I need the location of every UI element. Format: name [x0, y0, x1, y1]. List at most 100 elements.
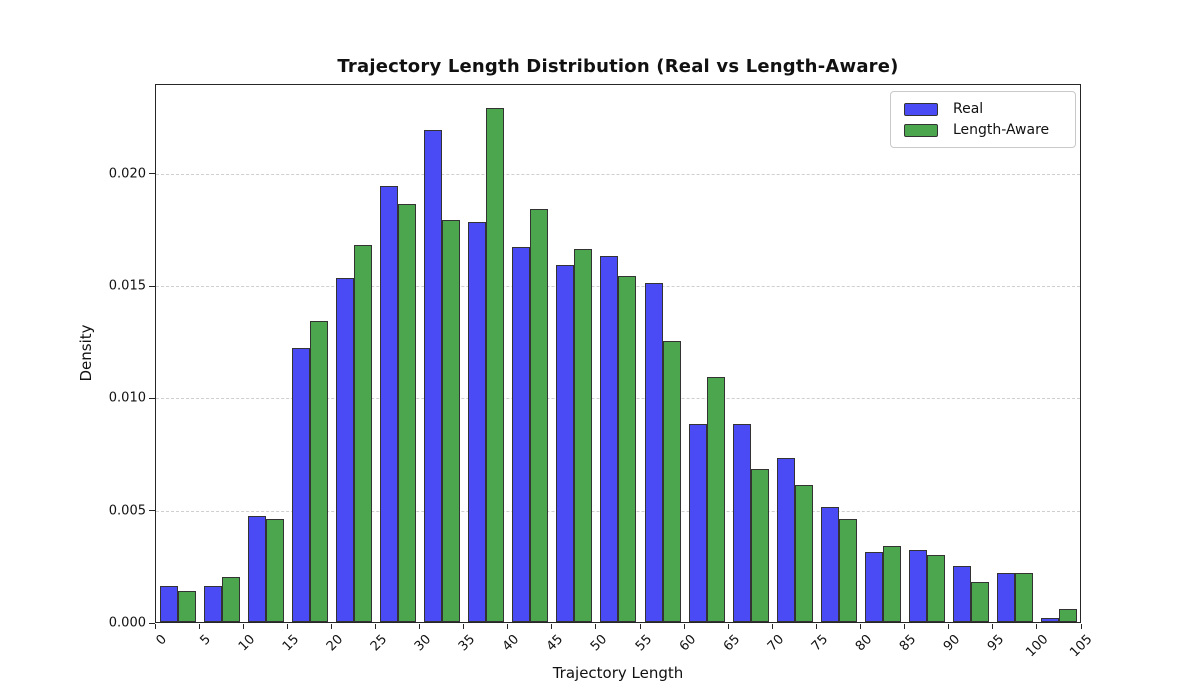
- x-tick-label: 35: [455, 632, 479, 655]
- x-tick-label: 100: [1023, 632, 1052, 661]
- bar-real-75-80: [820, 507, 839, 622]
- y-tick-label: 0.020: [108, 166, 146, 182]
- legend: Real Length-Aware: [890, 91, 1076, 148]
- x-tick-mark: [286, 624, 288, 629]
- bar-length-aware-15-20: [309, 321, 328, 622]
- x-tick-label: 30: [411, 632, 435, 655]
- bar-length-aware-100-105: [1059, 608, 1078, 622]
- x-tick-mark: [727, 624, 729, 629]
- bar-real-65-70: [732, 424, 751, 622]
- bar-length-aware-90-95: [971, 581, 990, 622]
- x-tick-mark: [1036, 624, 1038, 629]
- x-tick-mark: [551, 624, 553, 629]
- x-tick-label: 75: [808, 632, 832, 655]
- bar-length-aware-20-25: [353, 244, 372, 622]
- y-tick-mark: [149, 622, 155, 624]
- y-tick-label: 0.000: [108, 615, 146, 631]
- x-tick-label: 105: [1067, 632, 1096, 661]
- x-tick-mark: [948, 624, 950, 629]
- x-tick-label: 95: [985, 632, 1008, 655]
- bar-real-90-95: [953, 565, 972, 622]
- bar-real-70-75: [776, 458, 795, 622]
- x-tick-label: 90: [941, 632, 964, 655]
- bar-length-aware-40-45: [530, 208, 549, 622]
- x-tick-label: 15: [279, 632, 302, 655]
- bar-real-25-30: [379, 186, 398, 622]
- bar-real-40-45: [512, 246, 531, 622]
- y-tick-mark: [149, 285, 155, 287]
- x-tick-mark: [242, 624, 244, 629]
- bar-length-aware-65-70: [750, 469, 769, 622]
- bar-length-aware-50-55: [618, 276, 637, 622]
- bar-length-aware-45-50: [574, 249, 593, 622]
- bar-length-aware-95-100: [1015, 572, 1034, 622]
- x-tick-mark: [198, 624, 200, 629]
- bar-real-35-40: [468, 222, 487, 622]
- x-tick-mark: [374, 624, 376, 629]
- x-tick-mark: [860, 624, 862, 629]
- bar-real-15-20: [291, 348, 310, 622]
- x-tick-label: 50: [588, 632, 611, 655]
- gridline: [156, 173, 1080, 175]
- bar-length-aware-85-90: [927, 554, 946, 622]
- bar-real-10-15: [247, 516, 266, 622]
- x-tick-mark: [419, 624, 421, 629]
- bar-real-0-5: [159, 586, 178, 622]
- x-tick-mark: [463, 624, 465, 629]
- y-tick-label: 0.015: [108, 278, 146, 294]
- legend-label: Real: [953, 101, 984, 117]
- x-tick-mark: [771, 624, 773, 629]
- plot-area: [155, 84, 1081, 623]
- x-tick-mark: [683, 624, 685, 629]
- x-tick-mark: [815, 624, 817, 629]
- bar-real-20-25: [335, 278, 354, 622]
- x-tick-mark: [595, 624, 597, 629]
- x-tick-label: 55: [632, 632, 655, 655]
- bar-real-5-10: [203, 586, 222, 622]
- bar-length-aware-60-65: [706, 377, 725, 622]
- x-tick-label: 60: [676, 632, 699, 655]
- bar-length-aware-55-60: [662, 341, 681, 622]
- y-tick-label: 0.005: [108, 503, 146, 519]
- bar-length-aware-10-15: [265, 518, 284, 622]
- bar-real-100-105: [1041, 617, 1060, 622]
- x-tick-label: 65: [720, 632, 743, 655]
- legend-item-real: Real: [891, 101, 1075, 117]
- x-tick-label: 80: [852, 632, 876, 655]
- x-axis-label: Trajectory Length: [552, 664, 684, 682]
- x-tick-mark: [330, 624, 332, 629]
- y-axis-label: Density: [77, 324, 95, 382]
- bar-real-95-100: [997, 572, 1016, 622]
- bar-length-aware-35-40: [486, 107, 505, 622]
- legend-label: Length-Aware: [953, 122, 1050, 138]
- bar-real-60-65: [688, 424, 707, 622]
- x-tick-label: 25: [367, 632, 391, 655]
- y-tick-mark: [149, 397, 155, 399]
- bar-length-aware-5-10: [221, 577, 240, 622]
- legend-swatch-length-aware: [904, 123, 938, 137]
- x-tick-label: 70: [764, 632, 787, 655]
- x-tick-mark: [507, 624, 509, 629]
- bar-length-aware-80-85: [883, 545, 902, 622]
- x-tick-label: 45: [544, 632, 567, 655]
- bar-length-aware-70-75: [794, 485, 813, 622]
- chart-title: Trajectory Length Distribution (Real vs …: [337, 56, 899, 77]
- x-tick-mark: [639, 624, 641, 629]
- y-tick-label: 0.010: [108, 390, 146, 406]
- x-tick-label: 20: [323, 632, 346, 655]
- bar-real-80-85: [865, 552, 884, 622]
- bar-length-aware-25-30: [397, 204, 416, 622]
- x-tick-label: 40: [500, 632, 523, 655]
- bar-real-85-90: [909, 550, 928, 622]
- x-tick-mark: [154, 624, 156, 629]
- legend-item-length-aware: Length-Aware: [891, 122, 1075, 138]
- y-tick-mark: [149, 510, 155, 512]
- x-tick-label: 5: [197, 632, 214, 649]
- bar-real-50-55: [600, 255, 619, 622]
- bar-length-aware-0-5: [177, 590, 196, 622]
- bar-real-30-35: [424, 130, 443, 622]
- x-tick-mark: [992, 624, 994, 629]
- bar-real-45-50: [556, 264, 575, 622]
- y-tick-mark: [149, 173, 155, 175]
